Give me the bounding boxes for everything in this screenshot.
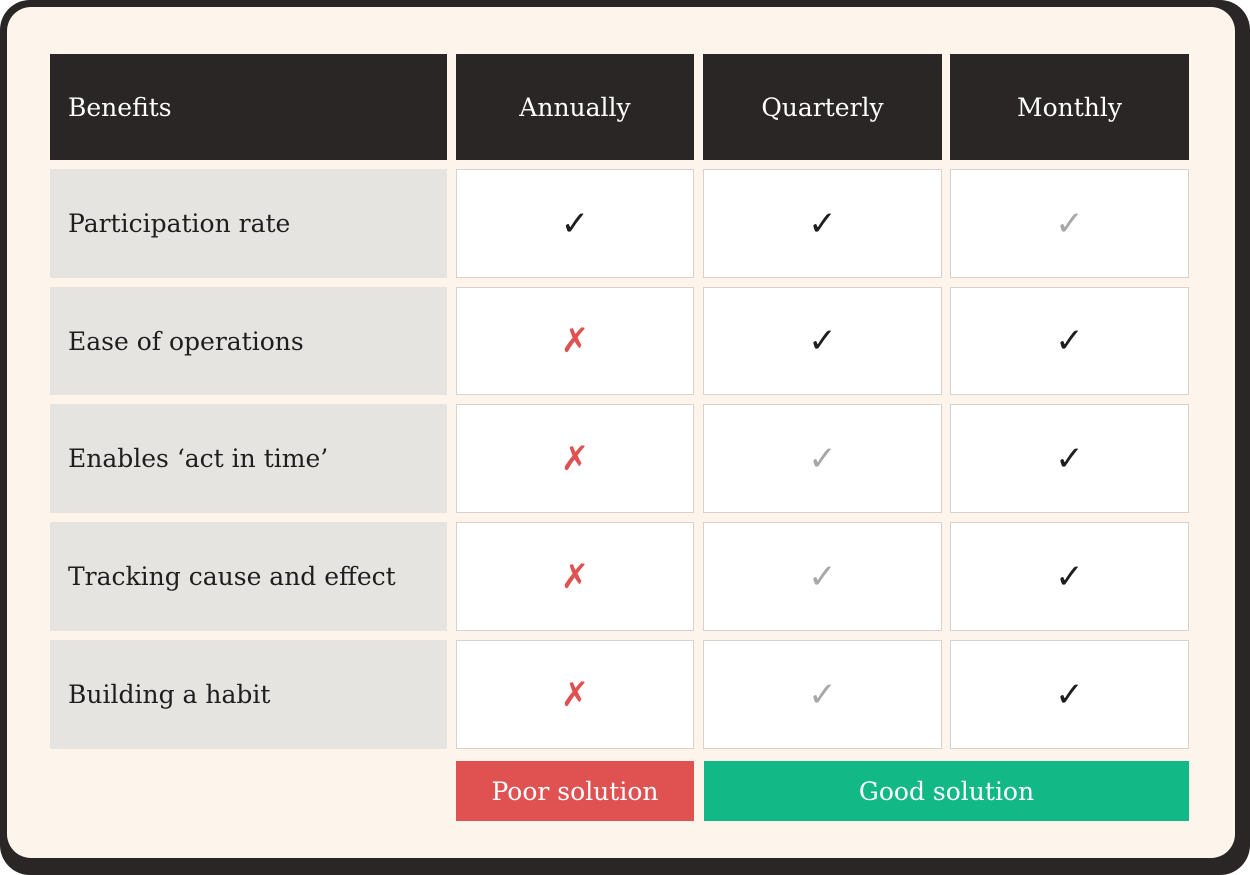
header-cell: Annually bbox=[456, 54, 694, 160]
header-cell: Monthly bbox=[950, 54, 1189, 160]
rating-mark: ✓ bbox=[950, 287, 1189, 395]
rating-mark: ✓ bbox=[703, 287, 942, 395]
rating-mark: ✗ bbox=[456, 404, 694, 513]
rating-mark: ✓ bbox=[950, 640, 1189, 749]
row-label: Participation rate bbox=[50, 169, 447, 278]
rating-mark: ✗ bbox=[456, 287, 694, 395]
row-label: Building a habit bbox=[50, 640, 447, 749]
legend-item: Poor solution bbox=[456, 761, 694, 821]
rating-mark: ✓ bbox=[950, 522, 1189, 631]
rating-mark: ✓ bbox=[456, 169, 694, 278]
header-cell: Quarterly bbox=[703, 54, 942, 160]
row-label: Enables ‘act in time’ bbox=[50, 404, 447, 513]
rating-mark: ✓ bbox=[950, 169, 1189, 278]
rating-mark: ✓ bbox=[950, 404, 1189, 513]
header-cell: Benefits bbox=[50, 54, 447, 160]
rating-mark: ✗ bbox=[456, 522, 694, 631]
rating-mark: ✓ bbox=[703, 169, 942, 278]
rating-mark: ✗ bbox=[456, 640, 694, 749]
rating-mark: ✓ bbox=[703, 404, 942, 513]
legend-item: Good solution bbox=[704, 761, 1189, 821]
rating-mark: ✓ bbox=[703, 522, 942, 631]
rating-mark: ✓ bbox=[703, 640, 942, 749]
row-label: Tracking cause and effect bbox=[50, 522, 447, 631]
row-label: Ease of operations bbox=[50, 287, 447, 395]
card: Benefits Annually Quarterly Monthly Particip… bbox=[7, 7, 1235, 858]
